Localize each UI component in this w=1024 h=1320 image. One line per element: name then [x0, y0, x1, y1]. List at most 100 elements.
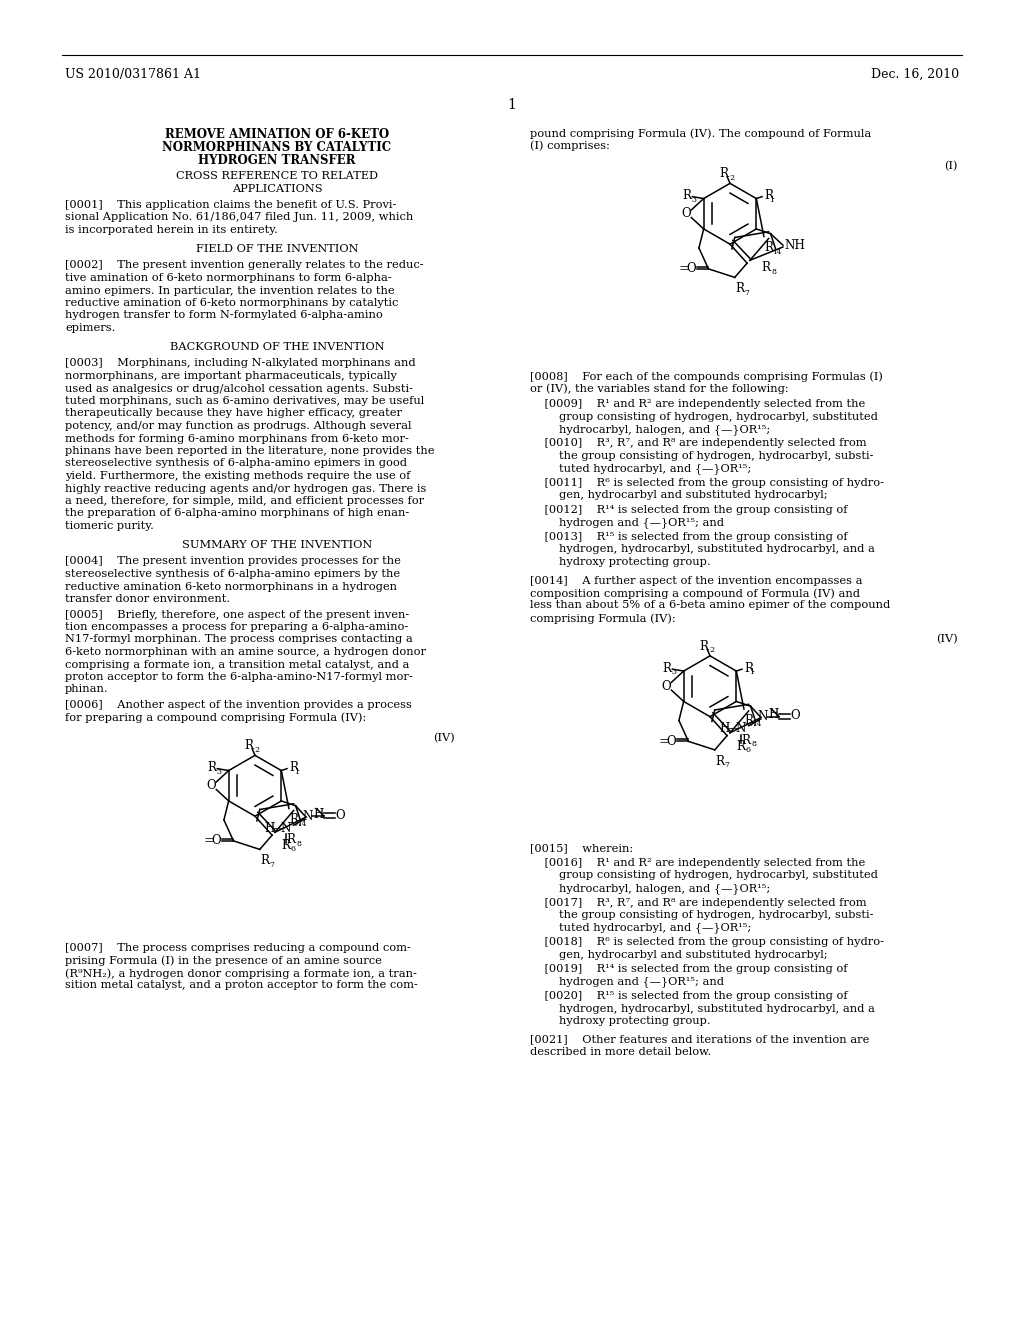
- Text: R: R: [741, 734, 751, 747]
- Text: R: R: [762, 261, 771, 275]
- Text: [0019]    R¹⁴ is selected from the group consisting of: [0019] R¹⁴ is selected from the group co…: [530, 964, 848, 974]
- Text: methods for forming 6-amino morphinans from 6-keto mor-: methods for forming 6-amino morphinans f…: [65, 433, 409, 444]
- Text: FIELD OF THE INVENTION: FIELD OF THE INVENTION: [196, 243, 358, 253]
- Text: =: =: [678, 263, 689, 276]
- Text: the group consisting of hydrogen, hydrocarbyl, substi-: the group consisting of hydrogen, hydroc…: [530, 909, 873, 920]
- Text: therapeutically because they have higher efficacy, greater: therapeutically because they have higher…: [65, 408, 402, 418]
- Text: REMOVE AMINATION OF 6-KETO: REMOVE AMINATION OF 6-KETO: [165, 128, 389, 141]
- Text: stereoselective synthesis of 6-alpha-amino epimers by the: stereoselective synthesis of 6-alpha-ami…: [65, 569, 400, 579]
- Text: (I): (I): [944, 161, 958, 172]
- Text: gen, hydrocarbyl and substituted hydrocarbyl;: gen, hydrocarbyl and substituted hydroca…: [530, 949, 827, 960]
- Text: hydrogen, hydrocarbyl, substituted hydrocarbyl, and a: hydrogen, hydrocarbyl, substituted hydro…: [530, 544, 874, 554]
- Text: [0011]    R⁶ is selected from the group consisting of hydro-: [0011] R⁶ is selected from the group con…: [530, 478, 884, 488]
- Text: composition comprising a compound of Formula (IV) and: composition comprising a compound of For…: [530, 587, 860, 598]
- Text: hydrogen transfer to form N-formylated 6-alpha-amino: hydrogen transfer to form N-formylated 6…: [65, 310, 383, 321]
- Text: hydrogen and {—}OR¹⁵; and: hydrogen and {—}OR¹⁵; and: [530, 977, 724, 987]
- Text: group consisting of hydrogen, hydrocarbyl, substituted: group consisting of hydrogen, hydrocarby…: [530, 412, 878, 421]
- Text: tuted morphinans, such as 6-amino derivatives, may be useful: tuted morphinans, such as 6-amino deriva…: [65, 396, 424, 407]
- Text: [0018]    R⁶ is selected from the group consisting of hydro-: [0018] R⁶ is selected from the group con…: [530, 937, 884, 946]
- Text: [0001]    This application claims the benefit of U.S. Provi-: [0001] This application claims the benef…: [65, 201, 396, 210]
- Text: 3: 3: [672, 668, 677, 676]
- Text: [0002]    The present invention generally relates to the reduc-: [0002] The present invention generally r…: [65, 260, 424, 271]
- Text: comprising Formula (IV):: comprising Formula (IV):: [530, 612, 676, 623]
- Text: less than about 5% of a 6-beta amino epimer of the compound: less than about 5% of a 6-beta amino epi…: [530, 601, 890, 610]
- Text: CROSS REFERENCE TO RELATED: CROSS REFERENCE TO RELATED: [176, 172, 378, 181]
- Text: 14: 14: [297, 820, 306, 828]
- Text: is incorporated herein in its entirety.: is incorporated herein in its entirety.: [65, 224, 278, 235]
- Text: 6: 6: [290, 845, 295, 854]
- Text: proton acceptor to form the 6-alpha-amino-N17-formyl mor-: proton acceptor to form the 6-alpha-amin…: [65, 672, 413, 682]
- Text: the preparation of 6-alpha-amino morphinans of high enan-: the preparation of 6-alpha-amino morphin…: [65, 508, 410, 519]
- Text: R: R: [289, 762, 298, 775]
- Text: normorphinans, are important pharmaceuticals, typically: normorphinans, are important pharmaceuti…: [65, 371, 397, 381]
- Text: phinans have been reported in the literature, none provides the: phinans have been reported in the litera…: [65, 446, 434, 455]
- Text: [0021]    Other features and iterations of the invention are: [0021] Other features and iterations of …: [530, 1035, 869, 1044]
- Text: tion encompasses a process for preparing a 6-alpha-amino-: tion encompasses a process for preparing…: [65, 622, 409, 632]
- Text: SUMMARY OF THE INVENTION: SUMMARY OF THE INVENTION: [182, 540, 372, 549]
- Text: O: O: [686, 263, 696, 276]
- Text: O: O: [667, 735, 676, 748]
- Text: O: O: [662, 680, 672, 693]
- Text: 7: 7: [725, 762, 729, 770]
- Text: R: R: [682, 189, 691, 202]
- Text: 1: 1: [769, 195, 774, 203]
- Text: 3: 3: [217, 767, 221, 776]
- Text: O: O: [212, 834, 221, 847]
- Text: [0008]    For each of the compounds comprising Formulas (I): [0008] For each of the compounds compris…: [530, 371, 883, 381]
- Text: N17-formyl morphinan. The process comprises contacting a: N17-formyl morphinan. The process compri…: [65, 635, 413, 644]
- Text: US 2010/0317861 A1: US 2010/0317861 A1: [65, 69, 201, 81]
- Text: comprising a formate ion, a transition metal catalyst, and a: comprising a formate ion, a transition m…: [65, 660, 410, 669]
- Text: 1: 1: [294, 767, 299, 776]
- Text: transfer donor environment.: transfer donor environment.: [65, 594, 230, 605]
- Text: tuted hydrocarbyl, and {—}OR¹⁵;: tuted hydrocarbyl, and {—}OR¹⁵;: [530, 923, 752, 933]
- Text: R: R: [720, 168, 729, 181]
- Text: 7: 7: [744, 289, 750, 297]
- Text: [0017]    R³, R⁷, and R⁸ are independently selected from: [0017] R³, R⁷, and R⁸ are independently …: [530, 898, 866, 908]
- Text: ʹʹʹ: ʹʹʹ: [749, 725, 757, 734]
- Text: prising Formula (I) in the presence of an amine source: prising Formula (I) in the presence of a…: [65, 956, 382, 966]
- Text: ʹʹʹ: ʹʹʹ: [294, 824, 301, 833]
- Text: 14: 14: [772, 248, 781, 256]
- Text: 6-keto normorphinan with an amine source, a hydrogen donor: 6-keto normorphinan with an amine source…: [65, 647, 426, 657]
- Text: [0013]    R¹⁵ is selected from the group consisting of: [0013] R¹⁵ is selected from the group co…: [530, 532, 848, 543]
- Text: potency, and/or may function as prodrugs. Although several: potency, and/or may function as prodrugs…: [65, 421, 412, 432]
- Text: R: R: [245, 739, 254, 752]
- Text: H: H: [313, 808, 324, 821]
- Text: R: R: [207, 762, 216, 775]
- Text: [0015]    wherein:: [0015] wherein:: [530, 843, 633, 854]
- Text: R: R: [260, 854, 269, 867]
- Text: 2: 2: [729, 174, 734, 182]
- Text: group consisting of hydrogen, hydrocarbyl, substituted: group consisting of hydrogen, hydrocarby…: [530, 870, 878, 880]
- Text: epimers.: epimers.: [65, 323, 116, 333]
- Text: —: —: [727, 722, 739, 735]
- Text: =: =: [658, 735, 670, 748]
- Text: [0012]    R¹⁴ is selected from the group consisting of: [0012] R¹⁴ is selected from the group co…: [530, 506, 848, 515]
- Text: R: R: [715, 755, 724, 768]
- Text: R: R: [282, 840, 291, 853]
- Text: [0005]    Briefly, therefore, one aspect of the present inven-: [0005] Briefly, therefore, one aspect of…: [65, 610, 410, 619]
- Text: NH: NH: [784, 239, 806, 252]
- Text: pound comprising Formula (IV). The compound of Formula: pound comprising Formula (IV). The compo…: [530, 128, 871, 139]
- Text: reductive amination 6-keto normorphinans in a hydrogen: reductive amination 6-keto normorphinans…: [65, 582, 397, 591]
- Text: [0006]    Another aspect of the invention provides a process: [0006] Another aspect of the invention p…: [65, 700, 412, 710]
- Text: 2: 2: [254, 746, 259, 754]
- Text: [0016]    R¹ and R² are independently selected from the: [0016] R¹ and R² are independently selec…: [530, 858, 865, 869]
- Text: R: R: [743, 661, 753, 675]
- Text: hydrocarbyl, halogen, and {—}OR¹⁵;: hydrocarbyl, halogen, and {—}OR¹⁵;: [530, 424, 770, 434]
- Text: hydroxy protecting group.: hydroxy protecting group.: [530, 557, 711, 568]
- Text: R: R: [287, 833, 296, 846]
- Text: hydrocarbyl, halogen, and {—}OR¹⁵;: hydrocarbyl, halogen, and {—}OR¹⁵;: [530, 883, 770, 894]
- Text: sional Application No. 61/186,047 filed Jun. 11, 2009, which: sional Application No. 61/186,047 filed …: [65, 213, 414, 223]
- Text: O: O: [336, 809, 345, 821]
- Text: 8: 8: [296, 840, 301, 847]
- Text: [0014]    A further aspect of the invention encompasses a: [0014] A further aspect of the invention…: [530, 576, 862, 586]
- Text: N: N: [736, 722, 746, 735]
- Text: [0009]    R¹ and R² are independently selected from the: [0009] R¹ and R² are independently selec…: [530, 399, 865, 409]
- Text: or (IV), the variables stand for the following:: or (IV), the variables stand for the fol…: [530, 384, 788, 395]
- Text: 3: 3: [691, 195, 696, 203]
- Text: used as analgesics or drug/alcohol cessation agents. Substi-: used as analgesics or drug/alcohol cessa…: [65, 384, 413, 393]
- Text: HYDROGEN TRANSFER: HYDROGEN TRANSFER: [199, 154, 355, 168]
- Text: 2: 2: [710, 647, 715, 655]
- Text: (IV): (IV): [936, 634, 958, 644]
- Text: R: R: [699, 640, 709, 653]
